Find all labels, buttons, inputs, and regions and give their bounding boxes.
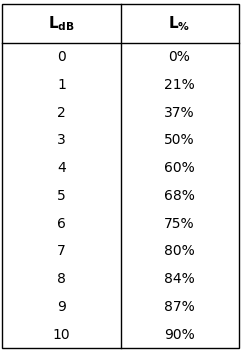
Text: 75%: 75%: [164, 216, 195, 231]
Text: 68%: 68%: [164, 189, 195, 203]
Text: 10: 10: [53, 328, 70, 341]
Text: 5: 5: [57, 189, 66, 203]
Text: $\mathbf{L}_{\mathbf{\%}}$: $\mathbf{L}_{\mathbf{\%}}$: [168, 14, 191, 33]
Text: 50%: 50%: [164, 133, 195, 147]
Text: 7: 7: [57, 244, 66, 258]
Text: 80%: 80%: [164, 244, 195, 258]
Text: 90%: 90%: [164, 328, 195, 341]
Text: 6: 6: [57, 216, 66, 231]
Text: 9: 9: [57, 300, 66, 314]
Text: 0%: 0%: [169, 50, 190, 64]
Text: $\mathbf{L}_{\mathbf{dB}}$: $\mathbf{L}_{\mathbf{dB}}$: [48, 14, 75, 33]
Text: 87%: 87%: [164, 300, 195, 314]
Text: 3: 3: [57, 133, 66, 147]
Text: 8: 8: [57, 272, 66, 286]
Text: 37%: 37%: [164, 106, 195, 120]
Text: 4: 4: [57, 161, 66, 175]
Text: 1: 1: [57, 78, 66, 92]
Text: 21%: 21%: [164, 78, 195, 92]
Text: 2: 2: [57, 106, 66, 120]
Text: 0: 0: [57, 50, 66, 64]
Text: 84%: 84%: [164, 272, 195, 286]
Text: 60%: 60%: [164, 161, 195, 175]
